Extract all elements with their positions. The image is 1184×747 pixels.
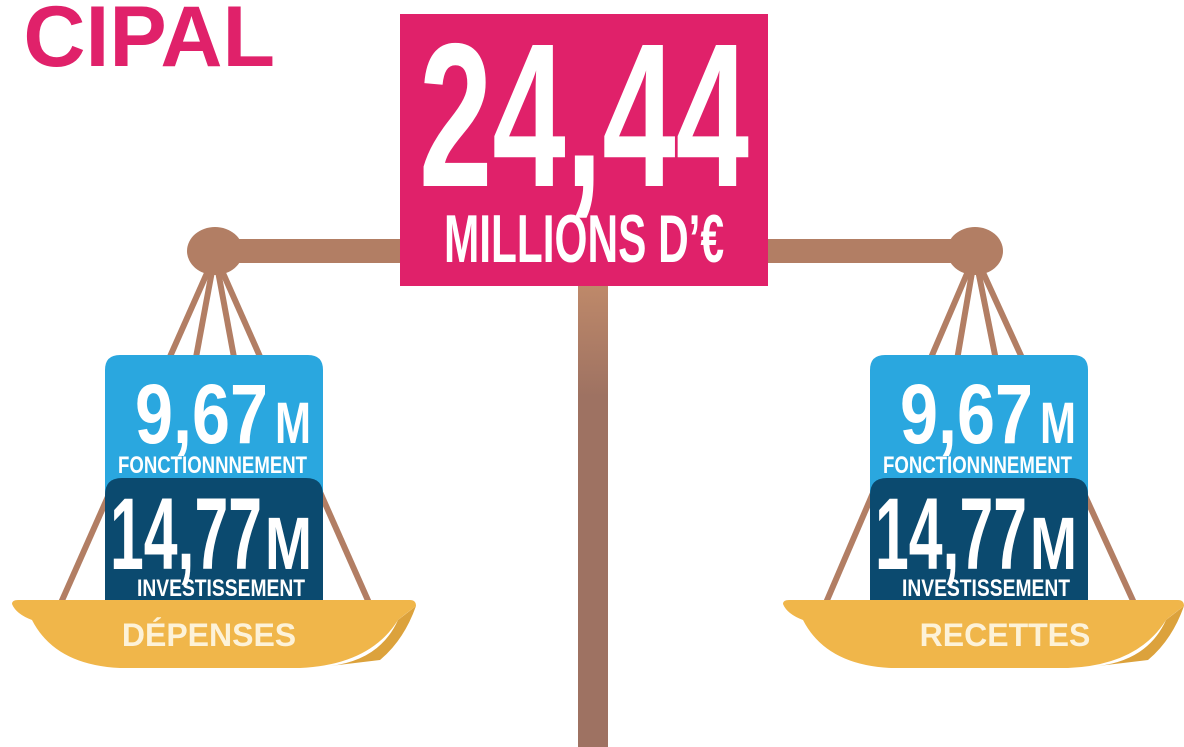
amount: 14,77 [875, 477, 1027, 591]
pan-label: RECETTES [920, 617, 1091, 653]
unit: M [1030, 502, 1077, 585]
pan-label: DÉPENSES [122, 617, 296, 653]
amount: 9,67 [900, 367, 1033, 461]
item-label: INVESTISSEMENT [137, 575, 305, 602]
page-title: CIPAL [23, 0, 275, 85]
infographic: CIPAL 24,44 MILLIONS D’€ 9,67 M FONCTION… [0, 0, 1184, 747]
item-label: FONCTIONNNEMENT [118, 452, 307, 479]
total-amount: 24,44 [419, 1, 749, 230]
total-unit: MILLIONS D’€ [444, 201, 724, 277]
unit: M [275, 391, 311, 456]
item-label: INVESTISSEMENT [902, 575, 1070, 602]
pan-left: 9,67 M FONCTIONNNEMENT 14,77 M INVESTISS… [12, 355, 416, 668]
pan-right: 9,67 M FONCTIONNNEMENT 14,77 M INVESTISS… [783, 355, 1184, 668]
unit: M [265, 502, 312, 585]
unit: M [1040, 391, 1076, 456]
amount: 14,77 [110, 477, 262, 591]
item-label: FONCTIONNNEMENT [883, 452, 1072, 479]
page: CIPAL 24,44 MILLIONS D’€ 9,67 M FONCTION… [0, 0, 1184, 747]
amount: 9,67 [135, 367, 268, 461]
